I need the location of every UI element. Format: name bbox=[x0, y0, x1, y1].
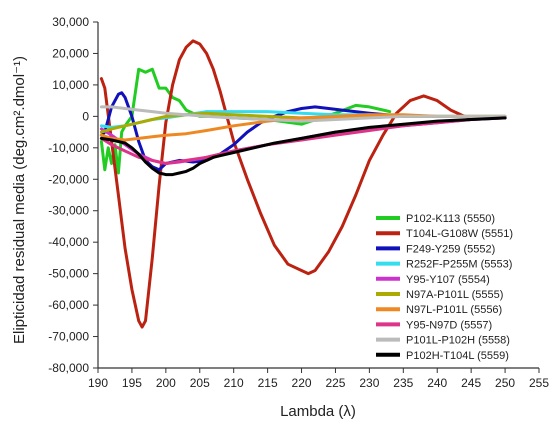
y-tick-label: -80,000 bbox=[48, 361, 89, 375]
x-tick-label: 225 bbox=[325, 376, 345, 390]
x-tick-label: 245 bbox=[461, 376, 481, 390]
x-tick-label: 195 bbox=[122, 376, 142, 390]
y-tick-label: 0 bbox=[82, 109, 89, 123]
x-tick-label: 255 bbox=[529, 376, 549, 390]
y-tick-label: -50,000 bbox=[48, 267, 89, 281]
y-tick-label: -20,000 bbox=[48, 172, 89, 186]
y-tick-label: 10,000 bbox=[52, 78, 89, 92]
legend-label: P101L-P102H (5558) bbox=[406, 335, 510, 347]
legend-label: T104L-G108W (5551) bbox=[406, 228, 513, 240]
axes bbox=[97, 22, 539, 369]
x-tick-label: 190 bbox=[88, 376, 108, 390]
x-tick-label: 210 bbox=[224, 376, 244, 390]
x-tick-label: 230 bbox=[359, 376, 379, 390]
y-tick-label: -10,000 bbox=[48, 141, 89, 155]
x-tick-label: 205 bbox=[190, 376, 210, 390]
x-tick-label: 220 bbox=[292, 376, 312, 390]
x-tick-label: 235 bbox=[393, 376, 413, 390]
series-line bbox=[99, 116, 507, 177]
series-layer bbox=[99, 39, 507, 329]
legend-label: P102H-T104L (5559) bbox=[406, 350, 509, 362]
y-tick-label: -70,000 bbox=[48, 330, 89, 344]
y-tick-label: 30,000 bbox=[52, 15, 89, 29]
legend: P102-K113 (5550) T104L-G108W (5551) F249-Y… bbox=[376, 213, 513, 362]
series-line bbox=[99, 105, 507, 123]
y-tick-label: -40,000 bbox=[48, 235, 89, 249]
x-tick-label: 215 bbox=[258, 376, 278, 390]
x-tick-label: 200 bbox=[156, 376, 176, 390]
x-tick-label: 250 bbox=[495, 376, 515, 390]
legend-label: N97A-P101L (5555) bbox=[406, 289, 503, 301]
y-tick-label: 20,000 bbox=[52, 46, 89, 60]
series-line bbox=[99, 39, 507, 329]
legend-label: Y95-Y107 (5554) bbox=[406, 274, 490, 286]
legend-label: R252F-P255M (5553) bbox=[406, 259, 512, 271]
series-line bbox=[99, 67, 392, 175]
x-tick-label: 240 bbox=[427, 376, 447, 390]
y-axis-title: Elipticidad residual media (deg.cm².dmol… bbox=[11, 56, 28, 344]
legend-label: P102-K113 (5550) bbox=[406, 213, 495, 225]
legend-label: Y95-N97D (5557) bbox=[406, 319, 492, 331]
legend-label: N97L-P101L (5556) bbox=[406, 304, 502, 316]
series-line bbox=[99, 91, 405, 172]
ticks-layer: 190 195 200 205 210 215 220 225 230 235 240 245 250 2… bbox=[48, 15, 549, 390]
x-axis-title: Lambda (λ) bbox=[280, 403, 356, 420]
legend-label: F249-Y259 (5552) bbox=[406, 243, 495, 255]
y-tick-label: -60,000 bbox=[48, 298, 89, 312]
y-tick-label: -30,000 bbox=[48, 204, 89, 218]
